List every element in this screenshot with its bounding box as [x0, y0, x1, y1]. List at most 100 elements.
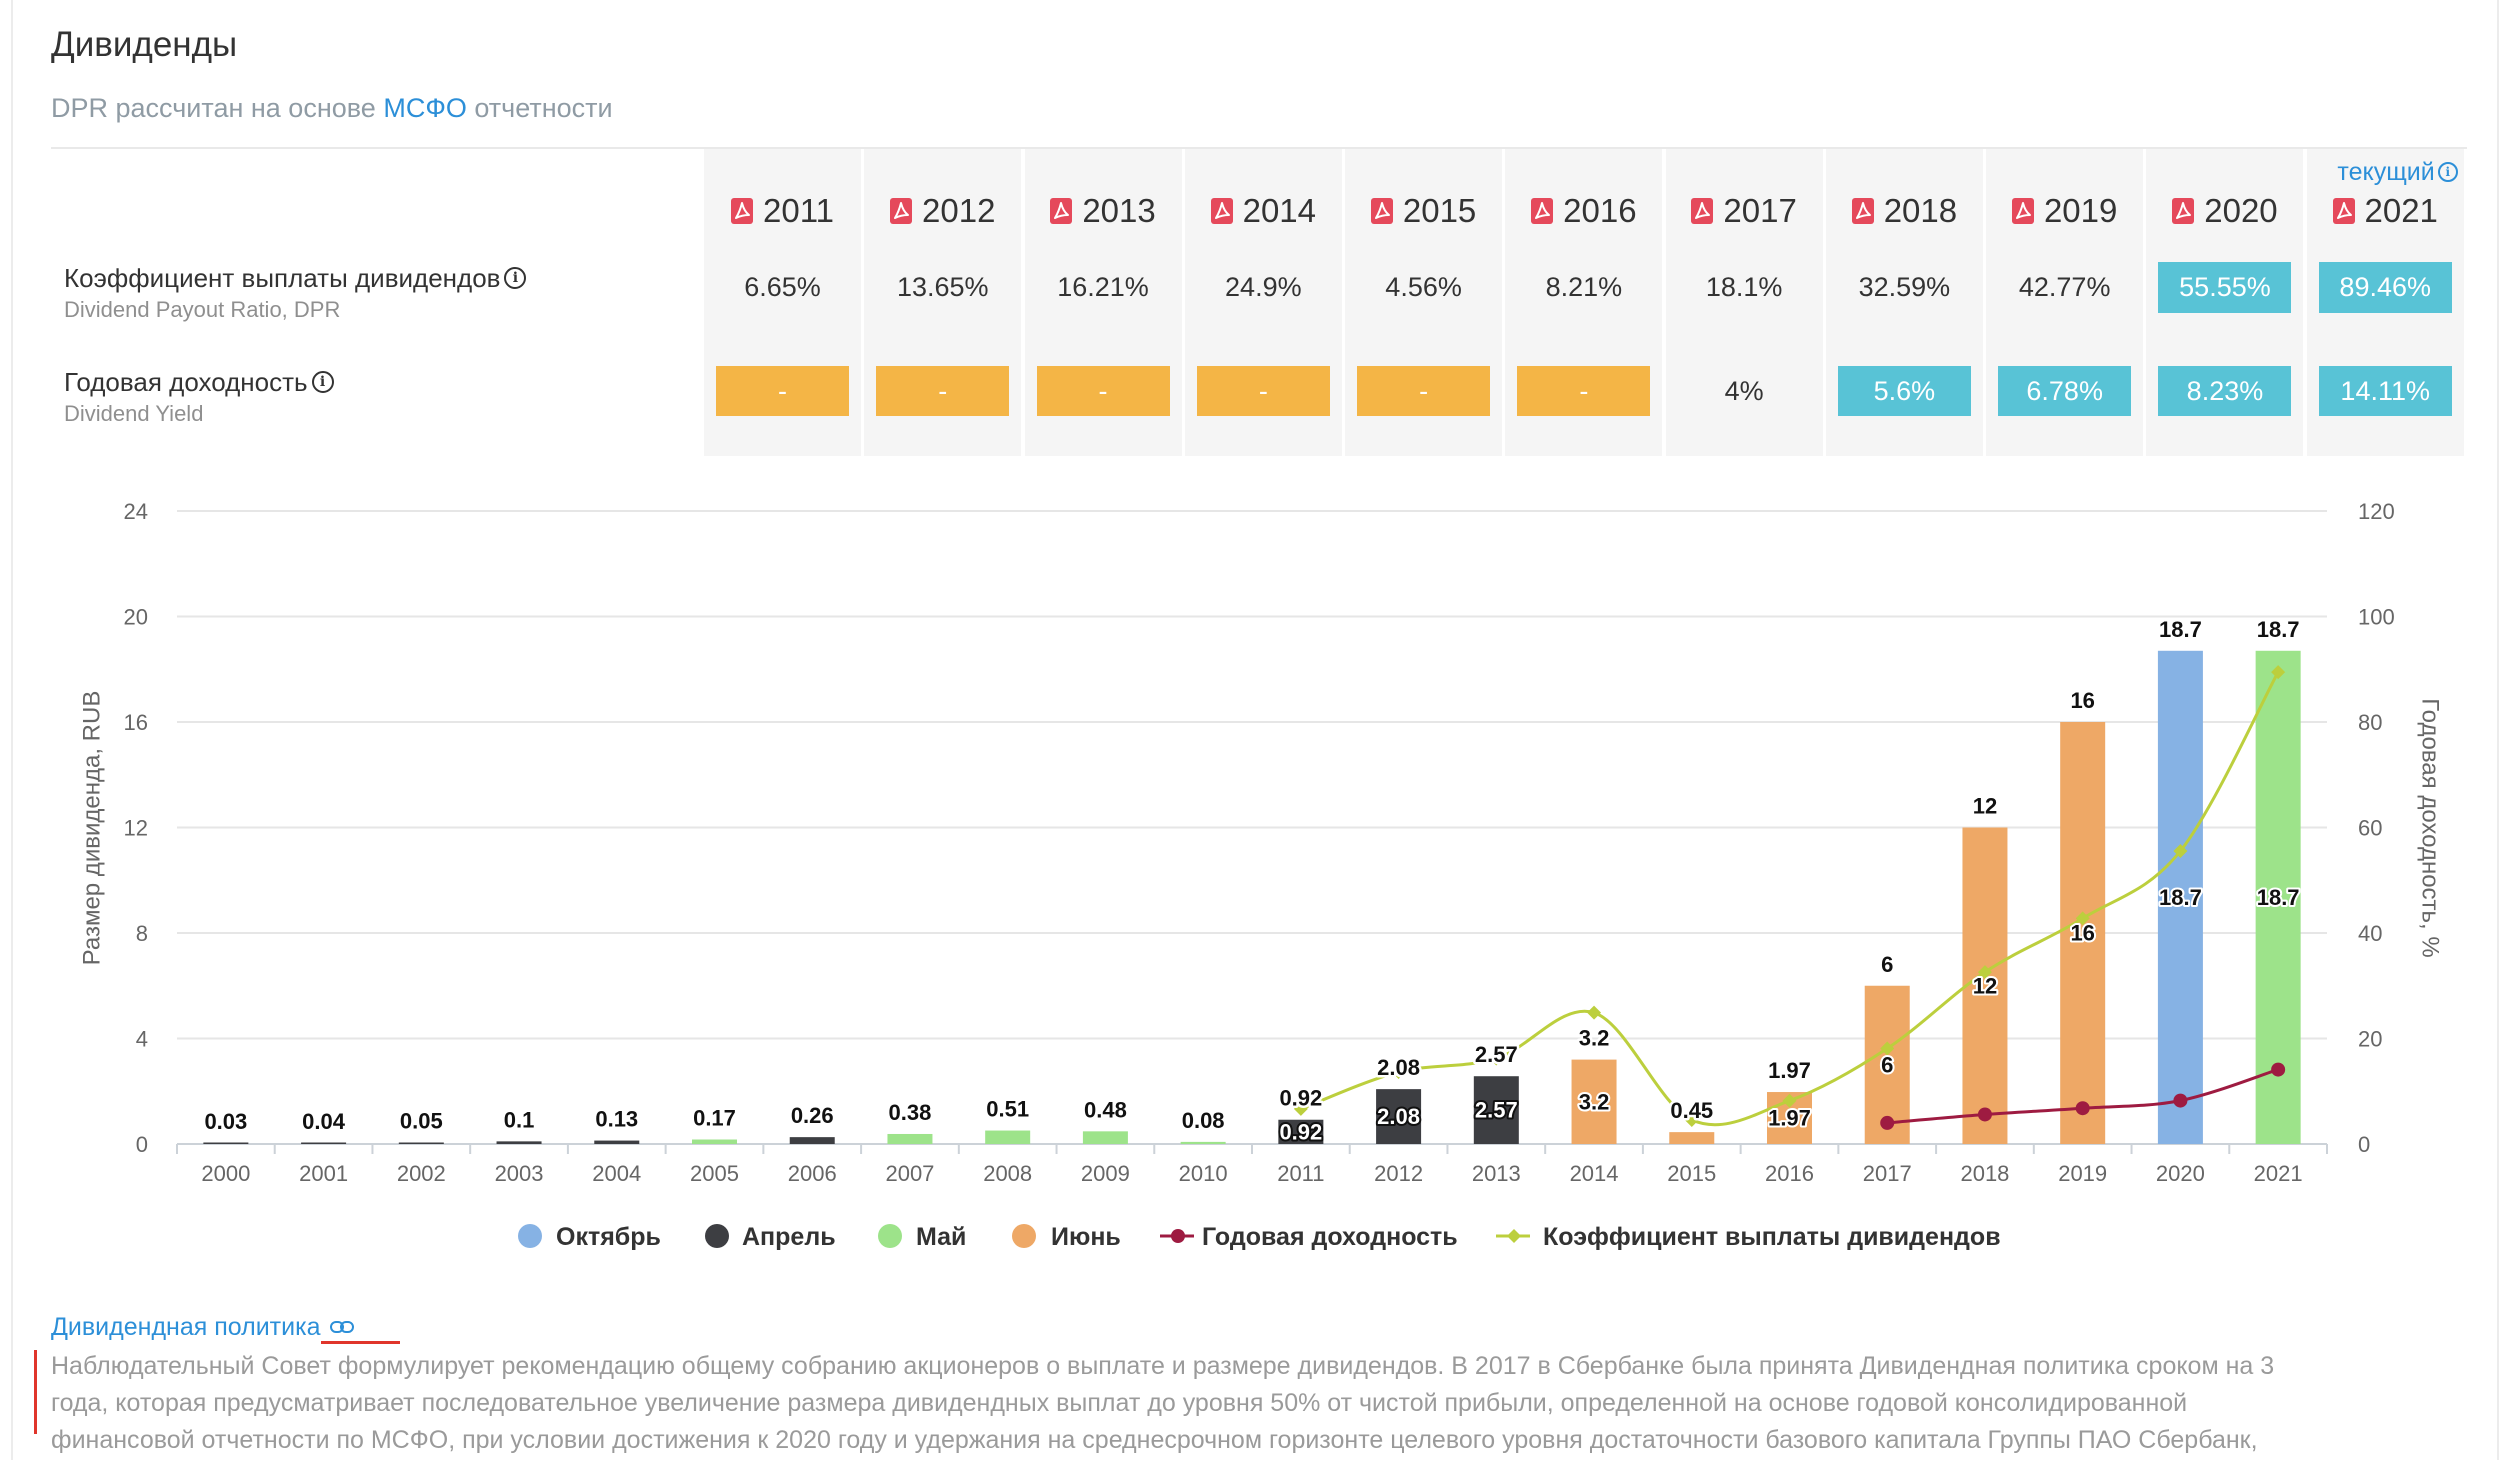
dpr-cell-2019: 42.77% [2018, 272, 2111, 302]
bar-value-label-2010: 0.08 [1182, 1108, 1225, 1133]
dpr-label: Коэффициент выплаты дивидендов i [64, 262, 527, 294]
section-subtitle: DPR рассчитан на основе МСФО отчетности [51, 92, 613, 124]
bar-value-label-2009: 0.48 [1084, 1097, 1127, 1122]
bar-2005 [692, 1139, 737, 1144]
dpr-cell-2021: 89.46% [2318, 262, 2452, 313]
yield-cell-2018: 5.6% [1837, 366, 1971, 416]
x-tick-label: 2005 [690, 1161, 739, 1186]
dpr-cell-2015: 4.56% [1385, 272, 1462, 302]
info-icon[interactable]: i [504, 267, 527, 289]
year-header-2014[interactable]: 2014 [1185, 192, 1342, 229]
bar-2002 [398, 1142, 444, 1144]
ifrs-link[interactable]: МСФО [383, 93, 467, 123]
bar-inner-label-2016: 1.97 [1768, 1106, 1811, 1131]
dpr-point-2014 [1587, 1005, 1602, 1020]
info-icon[interactable]: i [311, 371, 334, 393]
bar-value-label-2001: 0.04 [302, 1109, 346, 1134]
yield-cell-2017: 4% [1724, 376, 1764, 406]
bar-2018 [1962, 827, 2008, 1144]
card-left-border [11, 0, 13, 1460]
bar-2010 [1180, 1141, 1226, 1144]
pdf-icon [731, 198, 754, 224]
bar-inner-label-2011: 0.92 [1279, 1119, 1322, 1144]
y2-tick-label: 80 [2358, 710, 2382, 735]
y2-tick-label: 60 [2358, 816, 2382, 841]
y2-tick-label: 0 [2358, 1132, 2370, 1157]
bar-2019 [2060, 722, 2106, 1144]
year-header-2016[interactable]: 2016 [1505, 192, 1662, 229]
bar-value-label-2014: 3.2 [1579, 1026, 1610, 1051]
legend-label: Июнь [1051, 1223, 1121, 1251]
bar-value-label-2015: 0.45 [1670, 1098, 1713, 1123]
pdf-icon [1050, 198, 1073, 224]
pdf-icon [890, 198, 913, 224]
year-label: 2014 [1242, 192, 1317, 229]
y-tick-label: 16 [124, 710, 148, 735]
y-tick-label: 24 [124, 499, 148, 524]
x-tick-label: 2011 [1277, 1161, 1324, 1186]
yield-cell-2013: - [1036, 366, 1170, 416]
year-column-2015: 2015 4.56% - [1345, 149, 1503, 456]
yield-sublabel: Dividend Yield [64, 401, 204, 426]
year-header-2017[interactable]: 2017 [1666, 192, 1823, 229]
dividend-policy-link[interactable]: Дивидендная политика [51, 1311, 355, 1343]
x-tick-label: 2006 [788, 1161, 837, 1186]
year-header-2018[interactable]: 2018 [1826, 192, 1983, 229]
dpr-sublabel: Dividend Payout Ratio, DPR [64, 297, 341, 322]
x-tick-label: 2012 [1374, 1161, 1423, 1186]
dpr-label-text: Коэффициент выплаты дивидендов [64, 263, 501, 293]
dpr-point-2018 [1977, 965, 1992, 980]
current-year-label: текущий [2337, 157, 2435, 186]
annotation-underline [321, 1341, 400, 1344]
bar-value-label-2006: 0.26 [791, 1103, 834, 1128]
dpr-line [1299, 670, 2280, 1127]
dividend-policy-text: Наблюдательный Совет формулирует рекомен… [51, 1348, 2274, 1459]
bar-2014 [1571, 1059, 1617, 1144]
info-icon[interactable]: i [2437, 162, 2458, 182]
year-column-2011: 2011 6.65% - [704, 149, 861, 456]
x-tick-label: 2017 [1863, 1161, 1912, 1186]
bar-2012 [1376, 1089, 1422, 1144]
y-tick-label: 0 [136, 1132, 148, 1157]
bar-value-label-2020: 18.7 [2159, 617, 2202, 642]
legend-swatch-3 [1012, 1224, 1036, 1248]
bar-2003 [496, 1141, 542, 1144]
yield-cell-2011: - [716, 366, 849, 416]
x-tick-label: 2002 [397, 1161, 446, 1186]
pdf-icon [1370, 198, 1393, 224]
year-label: 2018 [1883, 192, 1958, 229]
policy-text-line: года, которая предусматривает последоват… [51, 1389, 2188, 1417]
yield-cell-2021: 14.11% [2318, 366, 2452, 416]
year-header-2012[interactable]: 2012 [864, 192, 1021, 229]
current-year-tag[interactable]: текущий i [2337, 157, 2458, 186]
dividend-policy-link-text: Дивидендная политика [51, 1313, 321, 1341]
bar-value-label-2013: 2.57 [1475, 1042, 1518, 1067]
year-header-2015[interactable]: 2015 [1345, 192, 1502, 229]
bar-value-label-2004: 0.13 [595, 1107, 638, 1132]
y2-axis-title: Годовая доходность, % [2417, 698, 2444, 957]
bar-2021 [2255, 650, 2301, 1144]
year-header-2021[interactable]: 2021 [2307, 192, 2464, 229]
x-tick-label: 2004 [592, 1161, 641, 1186]
year-label: 2012 [922, 192, 996, 229]
year-label: 2021 [2364, 192, 2438, 229]
year-column-2017: 2017 18.1% 4% [1665, 149, 1823, 456]
pdf-icon [2011, 198, 2034, 224]
year-header-2011[interactable]: 2011 [704, 192, 861, 229]
yield-point-2017 [1880, 1115, 1895, 1130]
dpr-cell-2016: 8.21% [1545, 272, 1623, 302]
year-label: 2013 [1082, 192, 1156, 229]
pdf-icon [1851, 198, 1874, 224]
policy-text-line: финансовой отчетности по МСФО, при услов… [51, 1426, 2258, 1454]
year-header-2020[interactable]: 2020 [2146, 192, 2303, 229]
year-header-2019[interactable]: 2019 [1986, 192, 2143, 229]
yield-point-2020 [2173, 1093, 2188, 1108]
bar-inner-label-2018: 12 [1973, 973, 1997, 998]
bar-inner-label-2021: 18.7 [2257, 885, 2300, 910]
bar-value-label-2012: 2.08 [1377, 1055, 1420, 1080]
bar-inner-label-2017: 6 [1881, 1052, 1893, 1077]
yield-cell-2016: - [1517, 366, 1651, 416]
bar-value-label-2003: 0.1 [504, 1107, 535, 1132]
x-tick-label: 2000 [201, 1161, 250, 1186]
year-header-2013[interactable]: 2013 [1025, 192, 1182, 229]
